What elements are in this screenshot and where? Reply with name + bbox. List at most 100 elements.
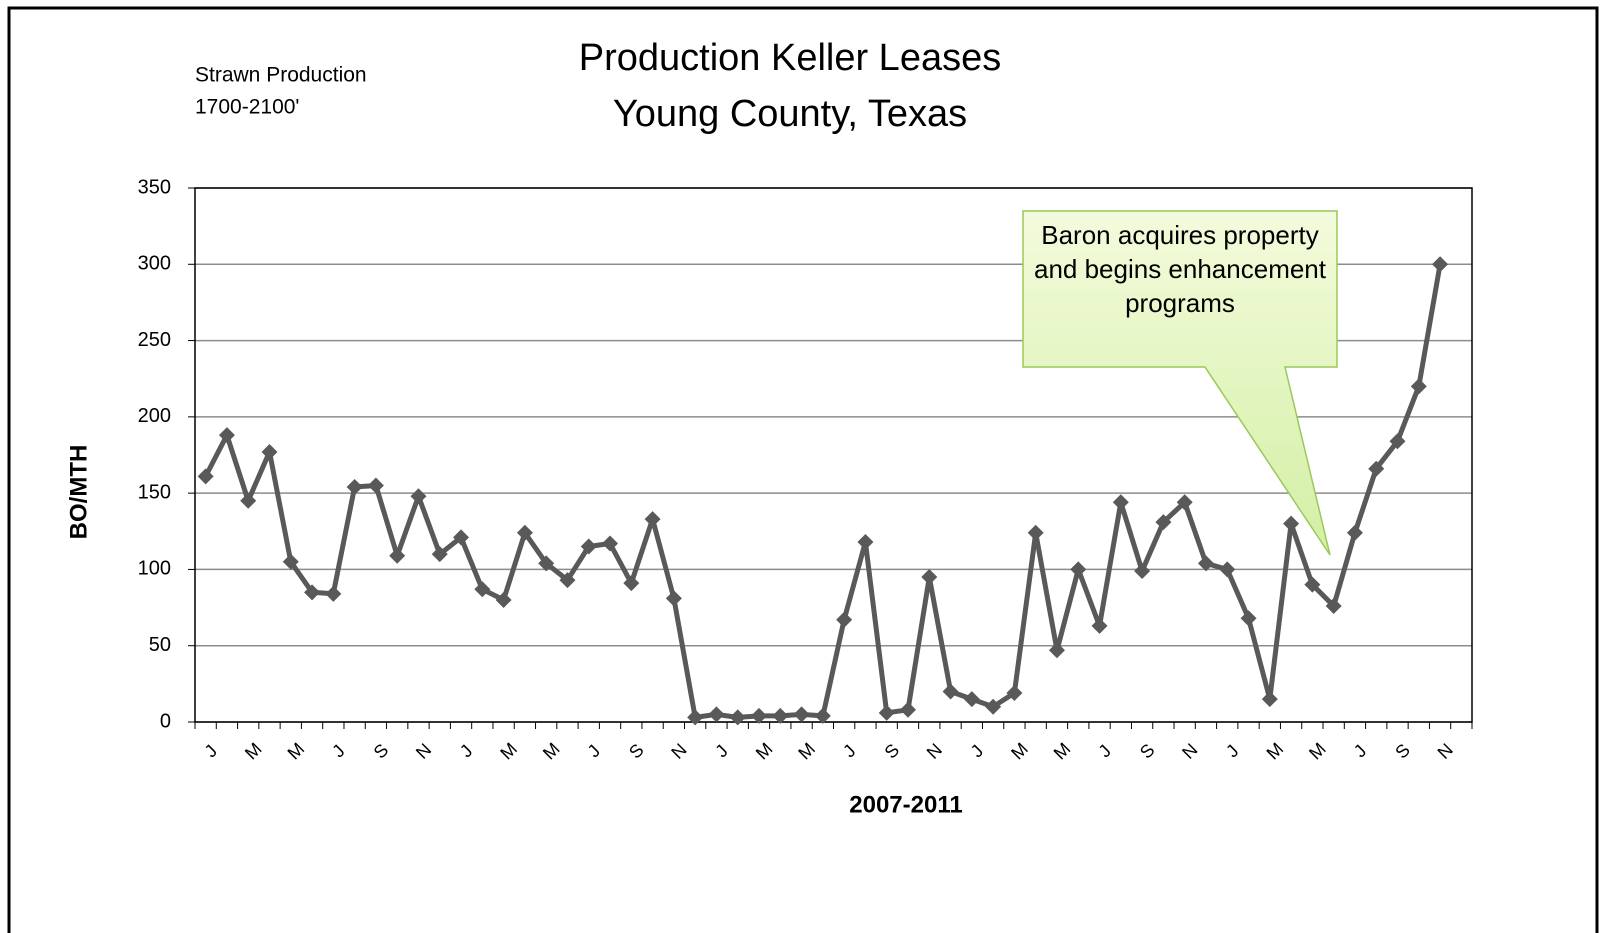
marker	[1091, 617, 1108, 634]
x-tick-label: J	[584, 741, 605, 762]
marker	[836, 611, 853, 628]
marker	[1197, 555, 1214, 572]
x-tick-label: M	[284, 739, 309, 764]
marker	[687, 709, 704, 726]
x-tick-label: M	[1263, 739, 1288, 764]
marker	[261, 443, 278, 460]
x-tick-label: J	[711, 741, 732, 762]
marker	[474, 581, 491, 598]
chart-title: Production Keller Leases	[579, 37, 1001, 79]
marker	[814, 707, 831, 724]
marker	[1006, 685, 1023, 702]
callout	[1022, 210, 1338, 556]
x-tick-label: S	[881, 740, 904, 763]
chart-subtitle: Young County, Texas	[613, 93, 967, 135]
marker	[1219, 561, 1236, 578]
y-axis-label: BO/MTH	[65, 445, 92, 540]
marker	[793, 706, 810, 723]
marker	[857, 533, 874, 550]
x-tick-label: J	[328, 741, 349, 762]
marker	[431, 546, 448, 563]
marker	[304, 584, 321, 601]
y-tick-label: 200	[138, 405, 171, 427]
marker	[623, 575, 640, 592]
marker	[1368, 460, 1385, 477]
marker	[963, 691, 980, 708]
y-tick-label: 250	[138, 329, 171, 351]
marker	[751, 707, 768, 724]
marker	[1304, 576, 1321, 593]
x-tick-label: J	[201, 741, 222, 762]
marker	[772, 707, 789, 724]
y-tick-label: 300	[138, 253, 171, 275]
x-tick-label: M	[1050, 739, 1075, 764]
marker	[1134, 562, 1151, 579]
x-tick-label: J	[839, 741, 860, 762]
marker	[240, 492, 257, 509]
y-tick-label: 350	[138, 176, 171, 198]
marker	[516, 524, 533, 541]
marker	[538, 555, 555, 572]
callout-box: Baron acquires property and begins enhan…	[1033, 220, 1326, 318]
marker	[644, 511, 661, 528]
x-tick-label: S	[625, 740, 648, 763]
marker	[1027, 524, 1044, 541]
marker	[218, 427, 235, 444]
marker	[325, 585, 342, 602]
x-tick-label: J	[456, 741, 477, 762]
x-tick-label: M	[539, 739, 564, 764]
callout-text: Baron acquires property and begins enhan…	[1033, 220, 1326, 318]
x-tick-label: J	[1222, 741, 1243, 762]
x-tick-label: M	[1305, 739, 1330, 764]
marker	[1070, 561, 1087, 578]
marker	[602, 535, 619, 552]
marker	[495, 591, 512, 608]
y-tick-label: 0	[160, 710, 171, 732]
marker	[389, 547, 406, 564]
marker	[1410, 378, 1427, 395]
note-line: Strawn Production	[195, 64, 367, 87]
marker	[729, 709, 746, 726]
marker	[346, 479, 363, 496]
marker	[580, 538, 597, 555]
marker	[282, 553, 299, 570]
x-tick-label: J	[1094, 741, 1115, 762]
marker	[1432, 256, 1449, 273]
marker	[197, 468, 214, 485]
marker	[1176, 494, 1193, 511]
x-axis-label: 2007-2011	[849, 791, 962, 818]
marker	[1283, 515, 1300, 532]
y-tick-label: 100	[138, 558, 171, 580]
marker	[1389, 433, 1406, 450]
x-tick-label: J	[967, 741, 988, 762]
marker	[453, 529, 470, 546]
marker	[899, 701, 916, 718]
x-tick-label: S	[370, 740, 393, 763]
note-line: 1700-2100'	[195, 96, 299, 119]
marker	[878, 704, 895, 721]
x-tick-label: M	[794, 739, 819, 764]
x-tick-label: N	[412, 739, 435, 762]
x-tick-label: N	[1178, 739, 1201, 762]
x-tick-label: N	[923, 739, 946, 762]
marker	[1048, 642, 1065, 659]
x-tick-label: M	[752, 739, 777, 764]
marker	[921, 569, 938, 586]
marker	[1112, 494, 1129, 511]
marker	[1155, 514, 1172, 531]
marker	[1261, 691, 1278, 708]
x-tick-label: N	[1434, 739, 1457, 762]
x-tick-label: M	[1007, 739, 1032, 764]
marker	[985, 698, 1002, 715]
marker	[1325, 598, 1342, 615]
marker	[559, 572, 576, 589]
marker	[1240, 610, 1257, 627]
marker	[708, 706, 725, 723]
marker	[367, 477, 384, 494]
y-tick-label: 50	[149, 634, 171, 656]
frame	[7, 6, 1599, 933]
y-tick-label: 150	[138, 481, 171, 503]
marker	[410, 488, 427, 505]
